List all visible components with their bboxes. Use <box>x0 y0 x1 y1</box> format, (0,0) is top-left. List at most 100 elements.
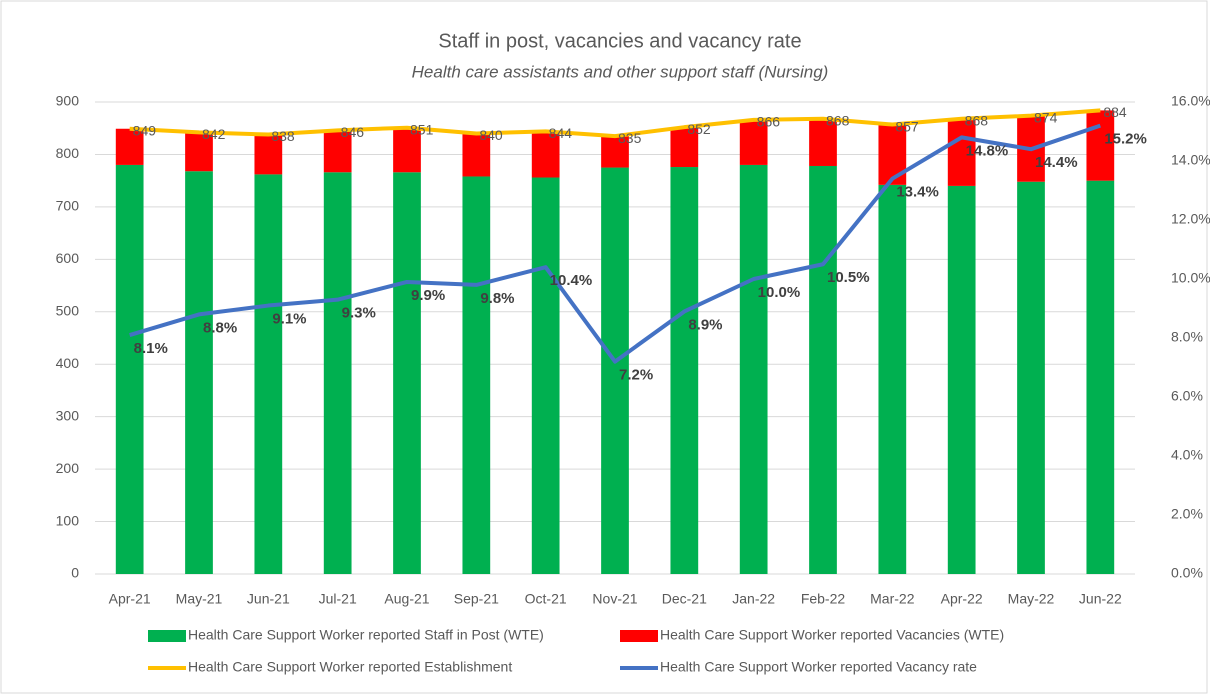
y-tick-label: 0 <box>71 565 79 581</box>
legend-label: Health Care Support Worker reported Staf… <box>188 627 544 643</box>
y-tick-label: 400 <box>56 355 80 371</box>
y2-tick-label: 4.0% <box>1171 447 1203 463</box>
bar-segment <box>323 172 352 574</box>
bar-segment <box>531 177 560 574</box>
y2-tick-label: 12.0% <box>1171 211 1210 227</box>
bar-segment <box>601 167 629 575</box>
y2-tick-label: 6.0% <box>1171 388 1203 404</box>
data-label: 9.8% <box>480 290 514 307</box>
data-label: 10.4% <box>550 272 593 289</box>
data-label: 14.8% <box>966 142 1009 159</box>
bar-segment <box>254 174 283 574</box>
data-label: 851 <box>410 121 434 137</box>
y-tick-label: 900 <box>56 93 80 109</box>
bar-segment <box>1086 180 1115 574</box>
x-tick-label: Jul-21 <box>319 591 357 607</box>
y2-tick-label: 10.0% <box>1171 270 1210 286</box>
data-label: 8.9% <box>688 316 722 333</box>
data-label: 835 <box>618 130 642 146</box>
data-label: 846 <box>341 124 365 140</box>
data-label: 9.3% <box>342 305 376 322</box>
data-label: 7.2% <box>619 367 653 384</box>
bar-segment <box>115 164 144 574</box>
data-label: 868 <box>826 112 850 128</box>
data-label: 9.9% <box>411 287 445 304</box>
x-tick-label: Mar-22 <box>870 591 915 607</box>
bar-segment <box>393 172 421 574</box>
bar-segment <box>462 176 491 574</box>
bar-segment <box>878 184 907 574</box>
line-series <box>129 108 1101 139</box>
data-label: 844 <box>549 125 573 141</box>
x-tick-label: Oct-21 <box>525 591 567 607</box>
data-label: 10.0% <box>758 284 801 301</box>
x-tick-label: Dec-21 <box>662 591 707 607</box>
data-label: 842 <box>202 126 226 142</box>
y-tick-label: 800 <box>56 145 80 161</box>
legend-label: Health Care Support Worker reported Vaca… <box>660 659 977 675</box>
bar-segment <box>809 118 837 166</box>
bar-segment <box>185 171 213 574</box>
bar-segment <box>254 134 283 175</box>
bar-segment <box>601 136 629 168</box>
chart-title: Staff in post, vacancies and vacancy rat… <box>438 30 801 52</box>
y-tick-label: 300 <box>56 407 80 423</box>
legend-label: Health Care Support Worker reported Vaca… <box>660 627 1004 643</box>
bar-segment <box>185 132 213 172</box>
data-label: 849 <box>133 122 157 138</box>
x-tick-label: May-22 <box>1008 591 1055 607</box>
data-label: 8.8% <box>203 319 237 336</box>
y-tick-label: 200 <box>56 460 80 476</box>
x-tick-label: Jun-22 <box>1079 591 1122 607</box>
y2-tick-label: 16.0% <box>1171 93 1210 109</box>
bar-segment <box>531 131 560 178</box>
bar-segment <box>739 164 768 574</box>
x-tick-label: Feb-22 <box>801 591 846 607</box>
data-label: 874 <box>1034 109 1058 125</box>
x-tick-label: Jun-21 <box>247 591 290 607</box>
x-tick-label: Aug-21 <box>384 591 429 607</box>
bar-segment <box>323 130 352 173</box>
line-series <box>129 123 1101 364</box>
data-label: 10.5% <box>827 269 870 286</box>
x-tick-label: Sep-21 <box>454 591 499 607</box>
bar-segment <box>670 167 699 574</box>
data-label: 13.4% <box>896 184 939 201</box>
bar-segment <box>809 165 837 574</box>
bar-segment <box>393 127 421 173</box>
data-label: 884 <box>1103 104 1127 120</box>
bar-segment <box>1017 181 1045 574</box>
data-label: 852 <box>687 121 711 137</box>
legend-swatch <box>148 630 186 642</box>
legend-label: Health Care Support Worker reported Esta… <box>188 659 512 675</box>
x-tick-label: May-21 <box>176 591 223 607</box>
y2-tick-label: 2.0% <box>1171 506 1203 522</box>
data-label: 15.2% <box>1104 131 1147 148</box>
bar-segment <box>670 127 699 168</box>
bar-segment <box>947 118 976 186</box>
chart-subtitle: Health care assistants and other support… <box>412 62 829 81</box>
y2-tick-label: 14.0% <box>1171 152 1210 168</box>
data-label: 838 <box>271 128 295 144</box>
data-label: 857 <box>895 118 919 134</box>
data-label: 868 <box>965 112 989 128</box>
bar-segment <box>462 133 491 177</box>
y-tick-label: 500 <box>56 302 80 318</box>
data-label: 8.1% <box>134 340 168 357</box>
x-tick-label: Apr-21 <box>109 591 151 607</box>
bar-segment <box>947 185 976 574</box>
y2-tick-label: 0.0% <box>1171 565 1203 581</box>
y-tick-label: 700 <box>56 198 80 214</box>
data-label: 840 <box>479 127 503 143</box>
bar-segment <box>115 128 144 165</box>
data-label: 9.1% <box>272 311 306 328</box>
data-label: 866 <box>757 114 781 130</box>
bar-segment <box>739 119 768 165</box>
y-tick-label: 600 <box>56 250 80 266</box>
x-tick-label: Jan-22 <box>732 591 775 607</box>
data-label: 14.4% <box>1035 154 1078 171</box>
y2-tick-label: 8.0% <box>1171 329 1203 345</box>
x-tick-label: Apr-22 <box>941 591 983 607</box>
bar-segment <box>1086 110 1115 181</box>
